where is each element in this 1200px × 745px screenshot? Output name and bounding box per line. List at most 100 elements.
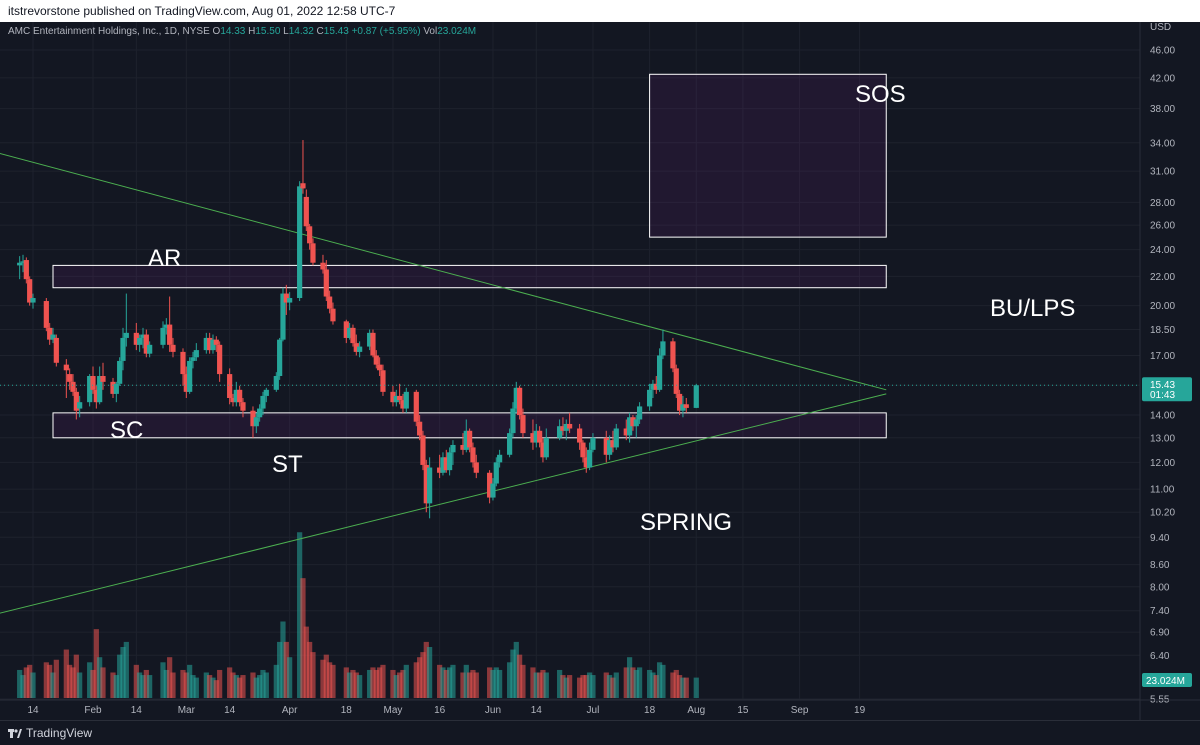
volume-bar	[583, 675, 589, 698]
volume-bar	[350, 669, 356, 698]
open-label: O	[212, 26, 221, 37]
candle-body	[230, 398, 236, 403]
candle-body	[167, 324, 173, 345]
candle-body	[683, 404, 689, 408]
volume-bar	[440, 667, 446, 698]
candle	[507, 428, 513, 458]
volume-bar	[260, 669, 266, 698]
volume-bar	[227, 667, 233, 698]
volume-bar	[530, 667, 536, 698]
candle	[390, 385, 396, 407]
candle	[297, 181, 303, 302]
publisher-text: itstrevorstone published on TradingView.…	[8, 4, 396, 18]
volume-bar	[327, 662, 333, 698]
volume-badge	[1142, 673, 1192, 687]
candle	[93, 385, 99, 409]
volume-bar	[30, 672, 36, 698]
annotation-label-st: ST	[272, 451, 303, 478]
candle-body	[530, 433, 536, 443]
candle-body	[330, 308, 336, 322]
candle	[310, 238, 316, 266]
candle	[370, 329, 376, 358]
candle	[190, 351, 196, 369]
annotation-label-spring: SPRING	[640, 509, 732, 536]
candle-body	[213, 339, 219, 345]
ar-zone	[52, 264, 887, 289]
candle-body	[143, 334, 149, 354]
candle-body	[497, 454, 503, 463]
volume-bar	[67, 664, 73, 698]
candle	[467, 428, 473, 453]
candle	[160, 321, 166, 349]
time-tick: 18	[341, 705, 353, 716]
volume-bar	[70, 667, 76, 698]
candle	[623, 419, 629, 441]
candle	[260, 391, 266, 416]
volume-bar	[467, 672, 473, 698]
price-tick: 12.00	[1150, 458, 1175, 469]
publisher-bar: itstrevorstone published on TradingView.…	[0, 0, 1200, 22]
candle	[530, 419, 536, 450]
time-tick: Jun	[485, 705, 501, 716]
tradingview-logo-icon	[8, 729, 22, 738]
volume-bar	[233, 675, 239, 698]
time-tick: Mar	[178, 705, 196, 716]
candle	[420, 430, 426, 471]
candle	[583, 447, 589, 473]
candle-body	[100, 376, 106, 382]
candle	[20, 254, 26, 273]
volume-bar	[190, 675, 196, 698]
candle-body	[450, 444, 456, 453]
candle-body	[203, 337, 209, 351]
candle-body	[320, 262, 326, 270]
candle	[123, 293, 129, 347]
volume-bar	[693, 677, 699, 698]
candle-body	[693, 385, 699, 408]
volume-bar	[373, 669, 379, 698]
price-tick: 34.00	[1150, 138, 1175, 149]
candle	[563, 419, 569, 441]
volume-bar	[563, 677, 569, 698]
low-value: 14.32	[288, 26, 314, 37]
candle	[287, 292, 293, 311]
volume-bar	[237, 677, 243, 698]
volume-bar	[443, 669, 449, 698]
candle-body	[350, 327, 356, 344]
candle-body	[253, 417, 259, 427]
candle-body	[90, 376, 96, 390]
volume-bar	[627, 657, 633, 698]
volume-bar	[27, 664, 33, 698]
candle-body	[43, 301, 49, 328]
volume-bar	[450, 664, 456, 698]
time-tick: Aug	[687, 705, 705, 716]
volume-bar	[470, 669, 476, 698]
volume-bar	[120, 647, 126, 698]
candle-body	[113, 383, 119, 394]
candle	[377, 357, 383, 377]
candle-body	[607, 440, 613, 455]
volume-bar	[400, 669, 406, 698]
candle	[613, 423, 619, 450]
candle-body	[280, 293, 286, 340]
symbol-legend: AMC Entertainment Holdings, Inc., 1D, NY…	[8, 26, 476, 37]
volume-bar	[367, 669, 373, 698]
volume-bar	[253, 677, 259, 698]
candle-body	[277, 339, 283, 377]
candle-body	[23, 260, 29, 280]
candle	[347, 322, 353, 340]
candle-body	[650, 383, 656, 390]
candle	[263, 387, 269, 403]
close-label: C	[316, 26, 324, 37]
volume-bar	[180, 669, 186, 698]
candle	[607, 435, 613, 460]
candle	[283, 284, 289, 315]
price-tick: 7.40	[1150, 606, 1170, 617]
volume-bar	[447, 667, 453, 698]
candle	[417, 415, 423, 441]
candle-body	[440, 457, 446, 473]
candle-body	[140, 334, 146, 338]
candle-body	[27, 279, 33, 303]
candle	[677, 389, 683, 416]
volume-bar	[660, 664, 666, 698]
